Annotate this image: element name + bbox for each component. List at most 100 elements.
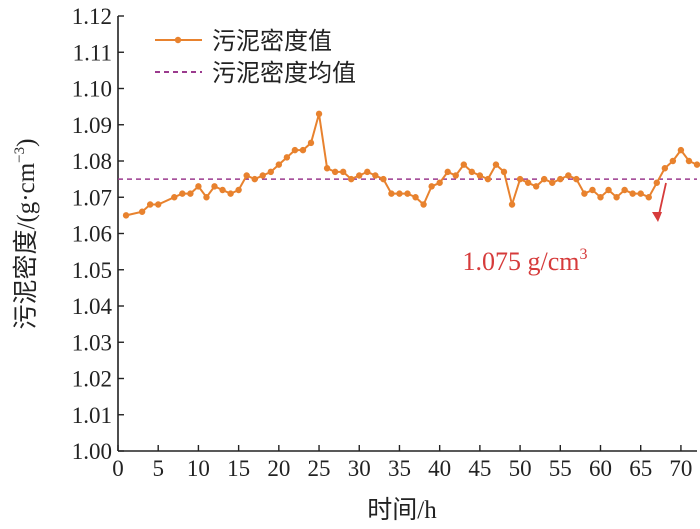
data-point <box>372 172 379 179</box>
data-point <box>532 183 540 190</box>
y-tick-label: 1.08 <box>72 149 112 174</box>
mean-annotation: 1.075 g/cm3 <box>463 182 667 276</box>
data-point <box>275 161 283 168</box>
data-point <box>348 175 355 183</box>
data-point <box>428 183 435 190</box>
x-tick-label: 50 <box>509 456 532 481</box>
data-point <box>541 175 548 183</box>
y-tick-label: 1.12 <box>72 4 112 29</box>
data-point <box>637 190 644 197</box>
x-tick-label: 35 <box>388 456 411 481</box>
mean-annotation-label: 1.075 g/cm3 <box>463 246 588 276</box>
y-tick-label: 1.01 <box>72 403 112 428</box>
data-point <box>396 190 403 197</box>
x-tick-label: 30 <box>348 456 371 481</box>
x-tick-label: 45 <box>468 456 491 481</box>
data-point <box>621 186 628 194</box>
x-tick-label: 20 <box>267 456 290 481</box>
data-point <box>573 175 580 183</box>
data-point <box>195 183 202 190</box>
data-point <box>171 194 178 201</box>
x-tick-label: 15 <box>227 456 250 481</box>
data-point <box>685 157 693 165</box>
data-point <box>516 175 524 183</box>
y-tick-label: 1.00 <box>72 439 112 464</box>
data-point <box>492 161 500 168</box>
legend-label-sludge-density: 污泥密度值 <box>212 28 332 55</box>
data-point <box>605 186 612 194</box>
y-tick-label: 1.11 <box>73 40 112 65</box>
data-point <box>380 175 387 183</box>
data-point <box>557 175 564 183</box>
data-point <box>291 146 299 154</box>
data-point <box>549 179 556 186</box>
data-point <box>436 179 443 186</box>
data-point <box>484 175 492 183</box>
x-tick-label: 10 <box>187 456 210 481</box>
data-point <box>243 172 250 179</box>
data-point <box>444 168 451 176</box>
data-point <box>460 161 467 168</box>
data-point <box>227 190 234 197</box>
x-tick-label: 55 <box>549 456 572 481</box>
data-point <box>589 186 596 194</box>
data-point <box>597 194 604 201</box>
data-point <box>356 172 363 179</box>
x-tick-label: 70 <box>669 456 692 481</box>
data-point <box>267 168 274 176</box>
y-axis-label: 污泥密度/(g·cm−3) <box>12 139 40 330</box>
data-point <box>581 190 588 197</box>
data-point <box>179 190 186 197</box>
data-point <box>476 172 484 179</box>
y-tick-label: 1.06 <box>72 222 112 247</box>
data-point <box>388 190 395 197</box>
data-point <box>629 190 636 197</box>
x-tick-label: 65 <box>629 456 652 481</box>
data-point <box>468 168 476 176</box>
data-point <box>420 201 427 208</box>
data-point <box>613 194 620 201</box>
x-tick-label: 40 <box>428 456 451 481</box>
data-point <box>677 146 685 154</box>
legend-marker-sludge-density <box>174 36 182 44</box>
y-tick-label: 1.09 <box>72 113 112 138</box>
data-point <box>299 146 307 154</box>
data-point <box>251 175 258 183</box>
data-point <box>235 186 242 194</box>
x-tick-label: 60 <box>589 456 612 481</box>
data-point <box>203 194 210 201</box>
data-point <box>307 139 315 147</box>
data-point <box>211 183 218 190</box>
x-tick-label: 5 <box>152 456 164 481</box>
legend: 污泥密度值 污泥密度均值 <box>155 28 356 87</box>
legend-label-mean-density: 污泥密度均值 <box>212 60 356 87</box>
y-tick-label: 1.05 <box>72 258 112 283</box>
data-point <box>452 172 459 179</box>
y-tick-label: 1.07 <box>72 185 112 210</box>
chart-marks <box>118 110 700 219</box>
sludge-density-line <box>125 113 698 217</box>
x-tick-label: 0 <box>112 456 124 481</box>
axes: 1.00 1.01 1.02 1.03 1.04 1.05 1.06 1.07 1.08 1.09… <box>72 4 697 481</box>
y-tick-label: 1.04 <box>72 294 113 319</box>
data-point <box>315 110 323 118</box>
data-point <box>146 201 154 208</box>
data-point <box>331 168 339 176</box>
data-point <box>404 190 411 197</box>
y-tick-label: 1.02 <box>72 367 112 392</box>
data-point <box>138 208 146 215</box>
data-point <box>669 157 677 165</box>
data-point <box>508 201 516 208</box>
data-point <box>412 194 419 201</box>
data-point <box>155 201 162 208</box>
y-tick-label: 1.03 <box>72 330 112 355</box>
data-point <box>500 168 508 176</box>
data-point <box>524 179 532 186</box>
data-point <box>645 194 652 201</box>
y-tick-label: 1.10 <box>72 77 112 102</box>
data-point <box>653 179 660 186</box>
data-point <box>219 186 226 194</box>
data-point <box>364 168 371 176</box>
data-point <box>283 154 291 161</box>
data-point <box>339 168 347 176</box>
